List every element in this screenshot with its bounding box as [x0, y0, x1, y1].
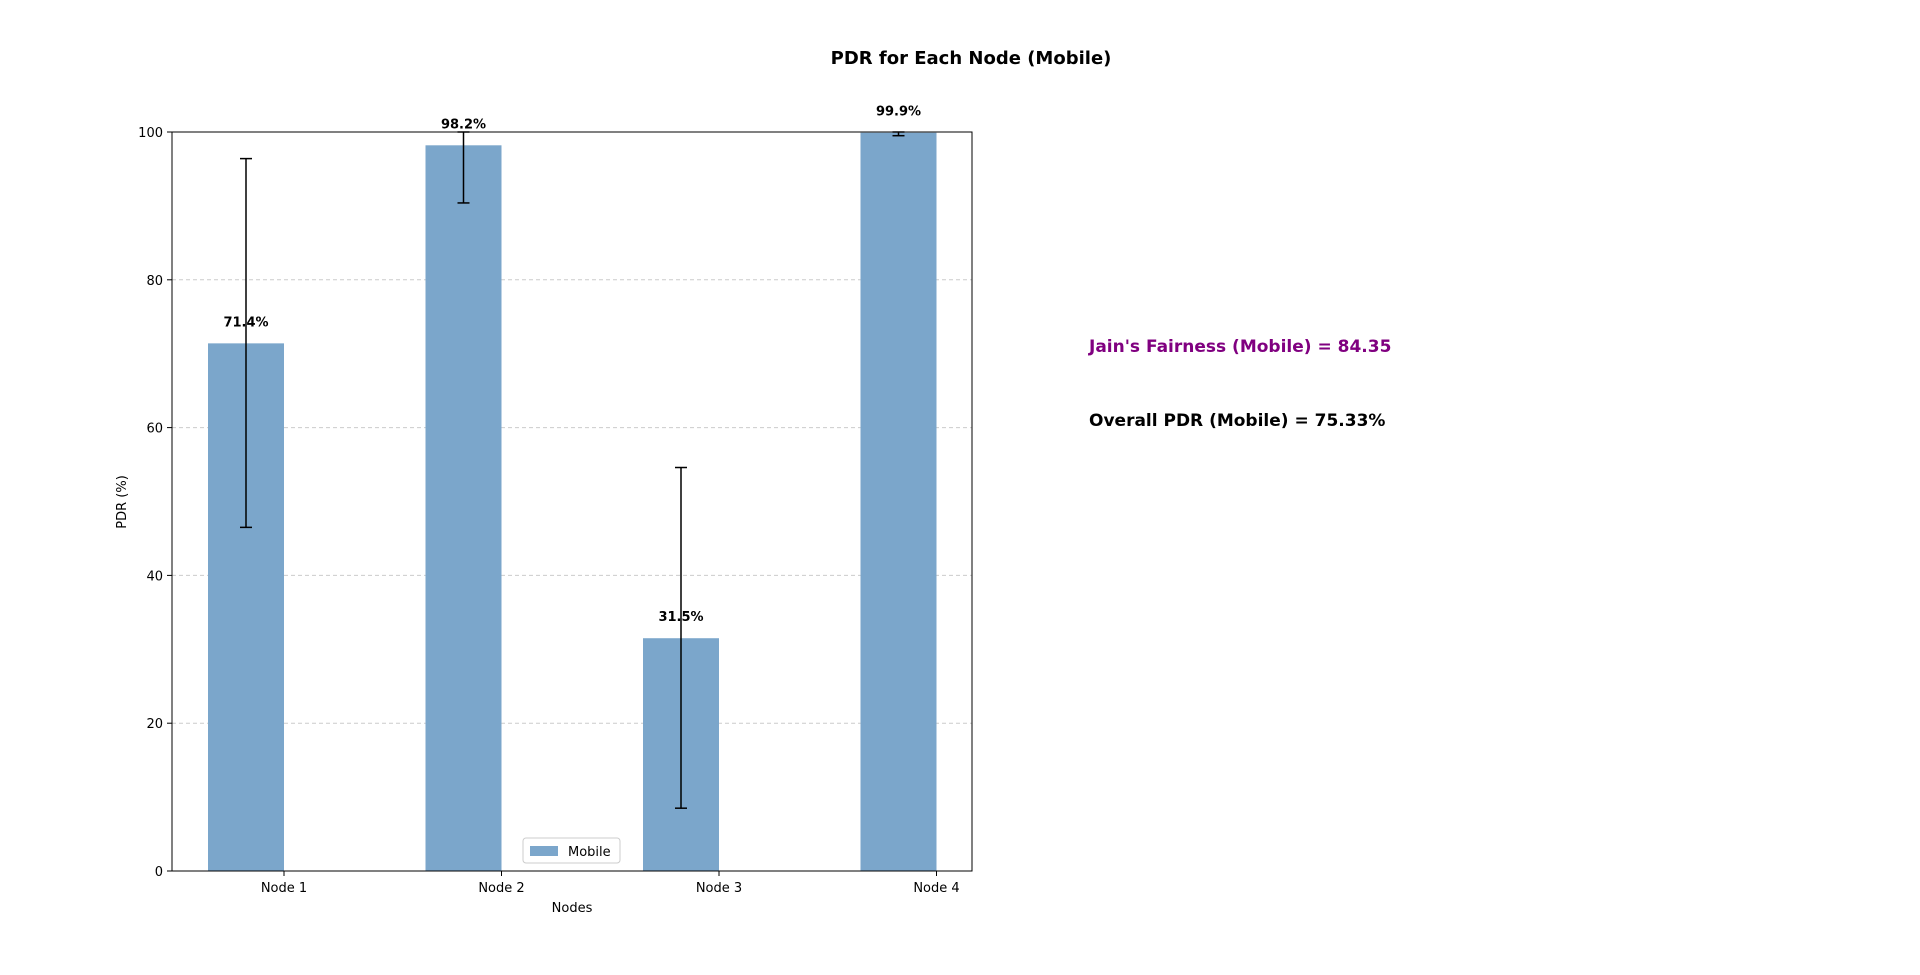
data-label: 98.2%	[441, 117, 486, 132]
fairness-annotation: Jain's Fairness (Mobile) = 84.35	[1089, 337, 1392, 357]
plot-frame	[171, 131, 973, 872]
y-tick-label: 0	[155, 865, 163, 880]
x-tick-label: Node 4	[913, 881, 959, 896]
y-axis-label: PDR (%)	[115, 475, 130, 529]
x-tick-label: Node 1	[261, 881, 307, 896]
x-tick-label: Node 2	[478, 881, 524, 896]
data-label: 71.4%	[223, 315, 268, 330]
data-labels: 71.4% 98.2% 31.5% 99.9%	[223, 105, 921, 625]
error-bars	[240, 131, 905, 809]
y-axis-ticks: 0 20 40 60 80 100	[138, 126, 172, 880]
grid-lines	[172, 279, 972, 724]
y-tick-label: 40	[146, 569, 163, 584]
legend: Mobile	[522, 837, 621, 864]
overall-pdr-annotation: Overall PDR (Mobile) = 75.33%	[1089, 411, 1386, 431]
y-tick-label: 20	[146, 717, 163, 732]
y-tick-label: 60	[146, 422, 163, 437]
y-tick-label: 100	[138, 126, 163, 141]
data-label: 99.9%	[876, 105, 921, 120]
y-tick-label: 80	[146, 274, 163, 289]
x-axis-label: Nodes	[552, 901, 593, 916]
legend-box	[522, 837, 621, 864]
x-tick-label: Node 3	[696, 881, 742, 896]
bar	[860, 132, 937, 871]
x-axis-ticks: Node 1 Node 2 Node 3 Node 4	[261, 871, 960, 896]
data-label: 31.5%	[658, 610, 703, 625]
legend-swatch	[530, 846, 558, 856]
legend-label: Mobile	[568, 845, 611, 860]
chart-title: PDR for Each Node (Mobile)	[831, 48, 1112, 69]
bar	[425, 145, 502, 871]
bars	[208, 132, 937, 871]
